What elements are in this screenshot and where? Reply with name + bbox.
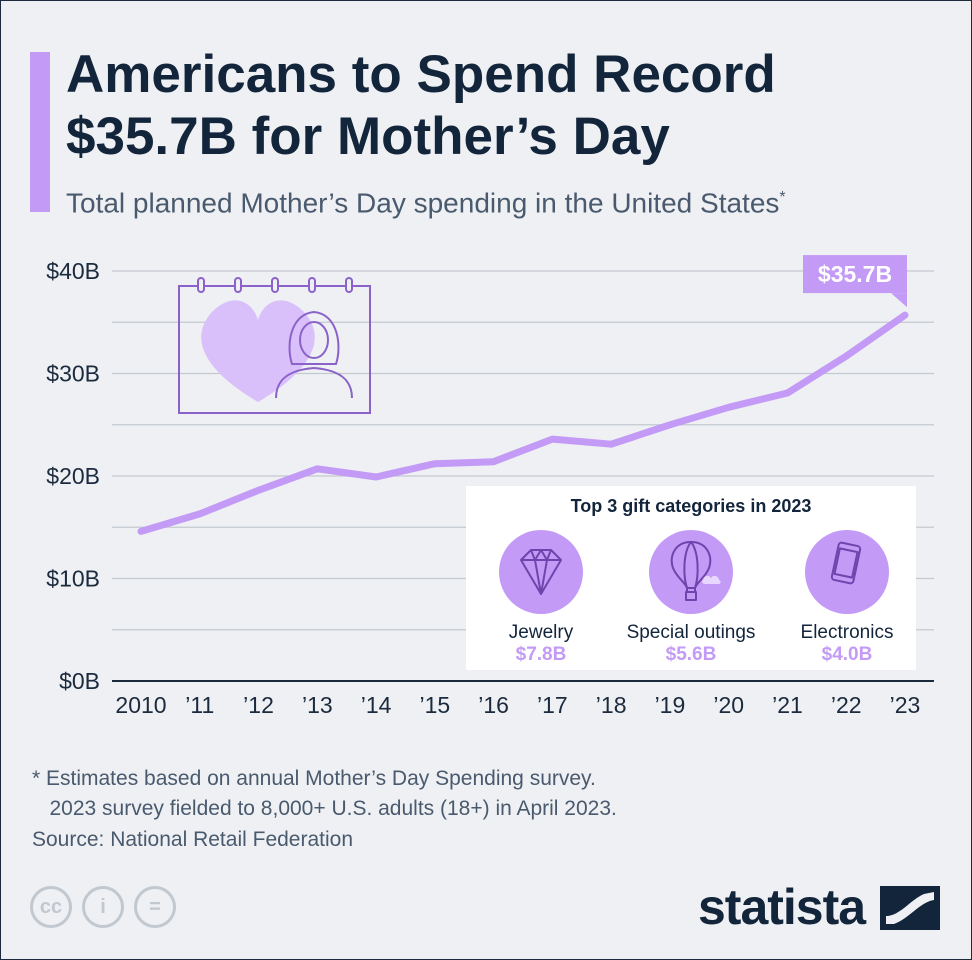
category-amount: $7.8B bbox=[515, 644, 567, 665]
y-tick-label: $20B bbox=[46, 463, 100, 489]
x-tick-label: ’20 bbox=[713, 692, 744, 718]
callout-label: $35.7B bbox=[818, 261, 892, 287]
x-tick-label: ’22 bbox=[831, 692, 862, 718]
y-tick-label: $30B bbox=[46, 361, 100, 387]
gift-categories-inset: Top 3 gift categories in 2023 Jewelry $7… bbox=[466, 486, 916, 670]
source-note: Source: National Retail Federation bbox=[32, 828, 354, 851]
license-icons: cc i = bbox=[30, 886, 186, 928]
x-tick-label: ’17 bbox=[537, 692, 568, 718]
category-name: Special outings bbox=[626, 622, 756, 643]
y-axis-ticks: $0B $10B $20B $30B $40B bbox=[46, 258, 100, 694]
inset-title: Top 3 gift categories in 2023 bbox=[570, 496, 812, 516]
chart-subtitle: Total planned Mother’s Day spending in t… bbox=[66, 180, 946, 221]
chart-title: Americans to Spend Record $35.7B for Mot… bbox=[66, 45, 776, 166]
x-tick-label: ’19 bbox=[655, 692, 686, 718]
x-tick-label: 2010 bbox=[115, 692, 166, 718]
callout-pointer bbox=[891, 293, 907, 308]
value-callout: $35.7B bbox=[803, 255, 907, 308]
x-tick-label: ’12 bbox=[243, 692, 274, 718]
calendar-heart-icon bbox=[178, 277, 371, 414]
category-electronics: Electronics $4.0B bbox=[772, 530, 922, 666]
x-tick-label: ’23 bbox=[890, 692, 921, 718]
category-name: Jewelry bbox=[508, 622, 574, 643]
no-derivatives-icon[interactable]: = bbox=[134, 886, 176, 928]
category-special-outings: Special outings $5.6B bbox=[616, 530, 766, 666]
creative-commons-icon[interactable]: cc bbox=[30, 886, 72, 928]
subtitle-text: Total planned Mother’s Day spending in t… bbox=[66, 187, 780, 219]
diamond-icon bbox=[499, 530, 583, 614]
y-tick-label: $0B bbox=[59, 668, 100, 694]
x-tick-label: ’14 bbox=[361, 692, 392, 718]
category-amount: $4.0B bbox=[821, 644, 873, 665]
statista-logo-mark-icon bbox=[880, 886, 940, 930]
x-tick-label: ’21 bbox=[772, 692, 803, 718]
spending-line bbox=[137, 311, 909, 535]
x-tick-label: ’11 bbox=[185, 692, 214, 718]
x-tick-label: ’15 bbox=[419, 692, 450, 718]
category-amount: $5.6B bbox=[665, 644, 717, 665]
x-tick-label: ’18 bbox=[596, 692, 627, 718]
hot-air-balloon-icon bbox=[649, 530, 733, 614]
x-tick-label: ’13 bbox=[302, 692, 333, 718]
subtitle-footnote-mark: * bbox=[779, 189, 786, 206]
smartphone-icon bbox=[805, 530, 889, 614]
x-tick-label: ’16 bbox=[478, 692, 509, 718]
callout-box bbox=[803, 255, 907, 294]
title-accent-bar bbox=[30, 52, 50, 212]
x-axis-ticks: 2010 ’11 ’12 ’13 ’14 ’15 ’16 ’17 ’18 ’19 ’20 ’21 ’22… bbox=[115, 692, 920, 718]
attribution-icon[interactable]: i bbox=[82, 886, 124, 928]
y-tick-label: $10B bbox=[46, 566, 100, 592]
category-jewelry: Jewelry $7.8B bbox=[466, 530, 616, 666]
footnote: * Estimates based on annual Mother’s Day… bbox=[32, 767, 617, 820]
statista-logo[interactable]: statista bbox=[698, 879, 866, 935]
category-name: Electronics bbox=[800, 622, 894, 643]
y-tick-label: $40B bbox=[46, 258, 100, 284]
